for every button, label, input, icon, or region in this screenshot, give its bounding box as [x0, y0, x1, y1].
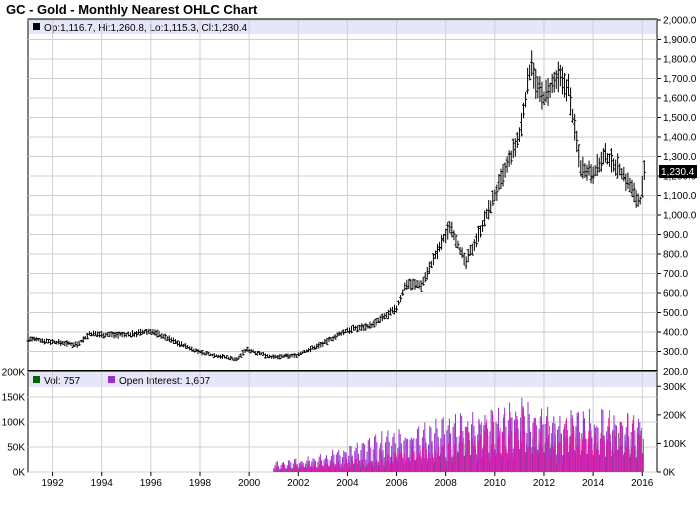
x-tick-label: 2012	[533, 478, 556, 489]
price-tick-label: 1,800.0	[663, 55, 697, 66]
x-tick-label: 1992	[41, 478, 64, 489]
price-legend-text: Op:1,116.7, Hi:1,260.8, Lo:1,115.3, Cl:1…	[44, 23, 248, 34]
oi-axis-right: 0K 100K 200K 300K 200.0	[657, 367, 688, 479]
price-grid	[28, 19, 657, 371]
price-tick-label: 1,600.0	[663, 94, 697, 105]
volume-tick-label: 200K	[2, 368, 26, 379]
x-tick-label: 2014	[582, 478, 605, 489]
last-price-marker	[659, 165, 697, 178]
price-tick-label: 2,000.0	[663, 16, 697, 27]
x-tick-label: 2002	[287, 478, 310, 489]
oi-tick-label: 300K	[663, 382, 687, 393]
price-legend-swatch	[33, 23, 40, 30]
volume-bars	[273, 397, 644, 472]
volume-tick-label: 0K	[13, 468, 26, 479]
volume-legend-text: Vol: 757	[44, 376, 81, 387]
oi-tick-label: 200K	[663, 410, 687, 421]
oi-top-label: 200.0	[663, 367, 688, 378]
volume-legend-band	[29, 373, 656, 387]
x-tick-label: 1998	[189, 478, 212, 489]
oi-tick-label: 0K	[663, 468, 676, 479]
x-tick-label: 2004	[336, 478, 359, 489]
x-tick-label: 2016	[631, 478, 654, 489]
price-tick-label: 800.0	[663, 250, 688, 261]
oi-tick-label: 100K	[663, 439, 687, 450]
price-tick-label: 1,000.0	[663, 211, 697, 222]
x-tick-label: 2000	[238, 478, 261, 489]
price-tick-label: 1,900.0	[663, 35, 697, 46]
chart-title: GC - Gold - Monthly Nearest OHLC Chart	[6, 2, 258, 17]
last-price-label: 1,230.4	[661, 167, 695, 178]
oi-legend-swatch	[108, 376, 115, 383]
x-tick-label: 2008	[435, 478, 458, 489]
x-tick-label: 2010	[484, 478, 507, 489]
oi-legend-text: Open Interest: 1,607	[119, 376, 211, 387]
price-tick-label: 1,700.0	[663, 74, 697, 85]
price-tick-label: 700.0	[663, 269, 688, 280]
price-tick-label: 400.0	[663, 328, 688, 339]
x-tick-label: 2006	[385, 478, 408, 489]
price-tick-label: 500.0	[663, 308, 688, 319]
price-tick-label: 1,500.0	[663, 113, 697, 124]
price-axis: 300.0 400.0 500.0 600.0 700.0 800.0 900.0 1,000…	[657, 16, 697, 358]
x-tick-label: 1996	[140, 478, 163, 489]
volume-tick-label: 100K	[2, 418, 26, 429]
price-tick-label: 600.0	[663, 289, 688, 300]
x-tick-label: 1994	[91, 478, 114, 489]
volume-tick-label: 50K	[7, 443, 25, 454]
x-axis: 1992 1994 1996 1998 2000 2002 2004 2006 2008 2010…	[41, 472, 654, 489]
price-tick-label: 300.0	[663, 347, 688, 358]
volume-axis-left: 0K 50K 100K 150K 200K	[2, 368, 26, 479]
price-tick-label: 1,400.0	[663, 133, 697, 144]
price-tick-label: 900.0	[663, 230, 688, 241]
volume-tick-label: 150K	[2, 393, 26, 404]
price-tick-label: 1,300.0	[663, 152, 697, 163]
volume-legend-swatch	[33, 376, 40, 383]
price-tick-label: 1,100.0	[663, 191, 697, 202]
price-bars	[26, 50, 646, 362]
price-legend-band	[29, 20, 656, 34]
